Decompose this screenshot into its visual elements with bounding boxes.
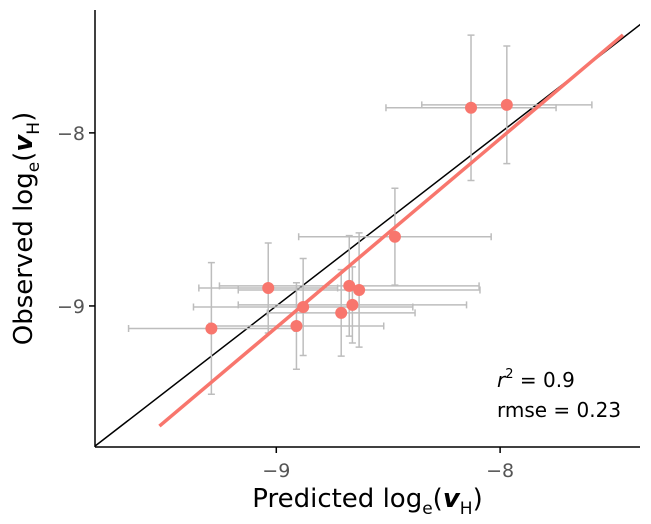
axis-title-part: ( [9, 152, 39, 162]
point [343, 279, 356, 292]
x-tick-label: −8 [486, 460, 514, 482]
r-symbol: r [497, 368, 507, 392]
r-value: = 0.9 [514, 368, 575, 392]
point [346, 298, 359, 311]
plot-area [95, 23, 640, 447]
x-axis-title: Predicted loge(vH) [252, 484, 482, 519]
r-sup: 2 [505, 367, 513, 382]
axis-title-part: v [9, 134, 39, 152]
r-squared: r2 = 0.9 [497, 367, 575, 392]
y-axis-title: Observed loge(vH) [9, 112, 44, 346]
axis-title-part: ( [433, 484, 443, 514]
axis-title-part: ) [9, 112, 39, 122]
error-bars [266, 268, 416, 357]
point [205, 322, 218, 335]
axis-title-part: Predicted log [252, 484, 422, 514]
y-tick-label: −9 [57, 296, 85, 318]
axis-title-part: e [24, 162, 44, 172]
point [353, 284, 366, 297]
axis-title-part: v [443, 484, 461, 514]
point [500, 98, 513, 111]
y-tick-label: −8 [57, 123, 85, 145]
point [297, 300, 310, 313]
point [290, 320, 303, 333]
axis-title-part: e [422, 499, 432, 519]
point [335, 306, 348, 319]
axis-title-part: ) [473, 484, 483, 514]
rmse: rmse = 0.23 [497, 398, 621, 422]
error-bars [421, 45, 593, 165]
point [465, 101, 478, 114]
axis-title-part: H [24, 122, 44, 135]
fit-line [158, 33, 625, 428]
axis-title-part: H [460, 499, 473, 519]
point [262, 281, 275, 294]
axis-title-part: Observed log [9, 172, 39, 345]
x-tick-label: −9 [262, 460, 290, 482]
point [388, 230, 401, 243]
